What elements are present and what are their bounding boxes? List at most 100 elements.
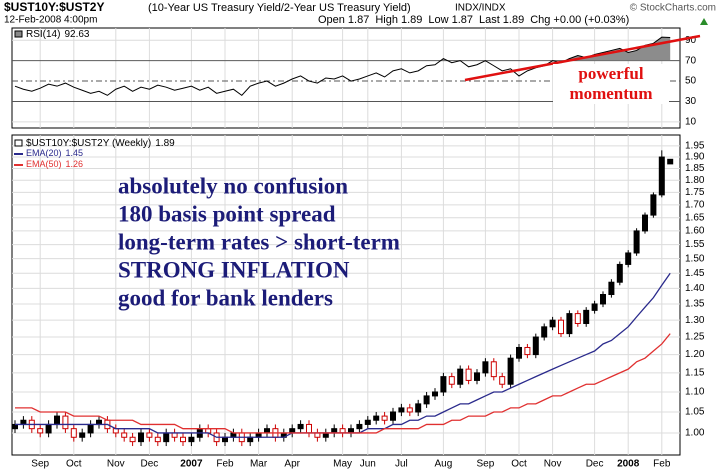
candle-body bbox=[457, 368, 464, 385]
x-tick-label: Sep bbox=[477, 459, 495, 470]
candle-body bbox=[306, 423, 312, 434]
y-tick-label: 1.00 bbox=[685, 428, 705, 439]
candle-body bbox=[574, 313, 581, 324]
y-tick-label: 50 bbox=[685, 76, 697, 87]
candle-body bbox=[541, 326, 548, 338]
candle-body bbox=[549, 319, 556, 328]
y-tick-label: 1.70 bbox=[685, 199, 705, 210]
x-tick-label: Nov bbox=[544, 459, 562, 470]
legend-name: RSI(14) bbox=[26, 29, 60, 40]
x-tick-label: Oct bbox=[66, 459, 82, 470]
x-tick-label: Dec bbox=[141, 459, 159, 470]
y-tick-label: 1.50 bbox=[685, 253, 705, 264]
candle-body bbox=[616, 263, 623, 283]
candle-body bbox=[121, 432, 128, 438]
symbol: $UST10Y:$UST2Y bbox=[4, 0, 104, 14]
candle-body bbox=[465, 368, 472, 381]
candle-body bbox=[650, 194, 657, 216]
candle-body bbox=[390, 411, 396, 421]
y-tick-label: 90 bbox=[685, 35, 697, 46]
annotation: absolutely no confusion bbox=[118, 173, 348, 198]
candle-body bbox=[381, 415, 388, 421]
candle-body bbox=[54, 415, 60, 425]
candle-body bbox=[507, 357, 514, 385]
candle-body bbox=[247, 436, 254, 443]
legend: EMA(20) 1.45 bbox=[26, 148, 83, 158]
date: 12-Feb-2008 4:00pm bbox=[4, 15, 97, 26]
y-tick-label: 1.90 bbox=[685, 152, 705, 163]
candle-body bbox=[154, 436, 161, 443]
x-tick-label: Feb bbox=[653, 459, 671, 470]
annotation-box bbox=[553, 64, 669, 104]
candle-body bbox=[667, 158, 674, 165]
y-tick-label: 1.20 bbox=[685, 349, 705, 360]
panel-frame bbox=[11, 27, 681, 129]
candle-body bbox=[558, 319, 564, 335]
x-tick-label: 2008 bbox=[617, 459, 640, 470]
quote: Open 1.87 High 1.89 Low 1.87 Last 1.89 Chg +0.00 … bbox=[318, 14, 629, 26]
candle-body bbox=[364, 419, 371, 425]
x-tick-label: Mar bbox=[250, 459, 268, 470]
description: (10-Year US Treasury Yield/2-Year US Tre… bbox=[148, 2, 411, 14]
x-tick-label: May bbox=[333, 459, 352, 470]
exchange: INDX/INDX bbox=[455, 3, 506, 14]
y-tick-label: 1.55 bbox=[685, 239, 705, 250]
y-tick-label: 1.65 bbox=[685, 212, 705, 223]
candle-body bbox=[499, 376, 506, 385]
y-tick-label: 1.25 bbox=[685, 332, 705, 343]
candle-body bbox=[474, 372, 480, 381]
panel-frame bbox=[11, 134, 681, 456]
candle-body bbox=[373, 415, 380, 421]
annotation: 180 basis point spread bbox=[118, 201, 336, 226]
candle-body bbox=[37, 428, 44, 434]
candle-body bbox=[642, 214, 648, 232]
y-tick-label: 1.80 bbox=[685, 175, 705, 186]
x-tick-label: Nov bbox=[107, 459, 125, 470]
candle-body bbox=[87, 423, 94, 434]
legend-swatch bbox=[14, 30, 23, 38]
y-tick-label: 1.45 bbox=[685, 268, 705, 279]
candle-body bbox=[138, 432, 144, 443]
ema-line bbox=[15, 333, 671, 434]
candle-body bbox=[566, 313, 573, 335]
quote-label: Low bbox=[428, 14, 448, 26]
x-tick-label: Oct bbox=[511, 459, 527, 470]
plot-layer: 10 30 50 70 90 RSI(14) 92.63 1.00 1.05 1.10 1.15 1.… bbox=[11, 27, 705, 470]
candle-body bbox=[180, 436, 186, 443]
candle-body bbox=[600, 294, 606, 305]
x-tick-label: Feb bbox=[216, 459, 234, 470]
quote-value: 1.87 bbox=[452, 14, 473, 26]
x-tick-label: 2007 bbox=[180, 459, 203, 470]
candle-body bbox=[188, 436, 195, 443]
candle-body bbox=[440, 376, 447, 393]
candle-body bbox=[591, 303, 598, 311]
annotation: long-term rates > short-term bbox=[118, 229, 400, 254]
legend-value: 1.26 bbox=[66, 159, 84, 169]
rsi-fill bbox=[440, 37, 671, 61]
candle-body bbox=[62, 415, 69, 430]
candle-body bbox=[633, 230, 640, 254]
candle-body bbox=[406, 407, 413, 413]
candle-body bbox=[448, 376, 455, 385]
x-tick-label: Aug bbox=[435, 459, 453, 470]
quote-label: Last bbox=[479, 14, 500, 26]
legend-swatch bbox=[14, 139, 23, 147]
legend: EMA(50) 1.26 bbox=[26, 159, 83, 169]
candle-body bbox=[45, 423, 52, 434]
legend-name: $UST10Y:$UST2Y (Weekly) bbox=[26, 138, 151, 149]
up-arrow bbox=[700, 18, 708, 25]
x-tick-label: Dec bbox=[586, 459, 604, 470]
y-tick-label: 1.30 bbox=[685, 315, 705, 326]
y-tick-label: 1.40 bbox=[685, 283, 705, 294]
annotation: STRONG INFLATION bbox=[118, 257, 350, 282]
candle-body bbox=[608, 281, 615, 296]
candle-body bbox=[222, 436, 228, 443]
quote-label: Chg bbox=[530, 14, 550, 26]
legend: $UST10Y:$UST2Y (Weekly) 1.89 bbox=[26, 138, 175, 149]
source: © StockCharts.com bbox=[630, 3, 716, 14]
x-tick-label: Jul bbox=[395, 459, 408, 470]
annotation: momentum bbox=[569, 84, 652, 103]
legend-value: 92.63 bbox=[64, 29, 89, 40]
candle-body bbox=[423, 395, 430, 405]
